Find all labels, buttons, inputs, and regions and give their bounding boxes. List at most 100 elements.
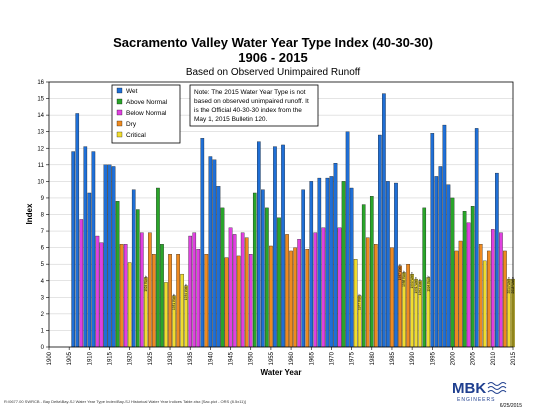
bar-2013: [503, 250, 507, 348]
x-tick-label: 1975: [350, 351, 356, 365]
x-tick-label: 1965: [309, 351, 315, 365]
legend-label: Critical: [126, 132, 146, 139]
bar-1938: [200, 138, 205, 348]
bar-1948: [240, 232, 245, 348]
bar-annotation: 1977 Water: [358, 293, 362, 310]
bar-2002: [458, 240, 463, 348]
x-tick-label: 1905: [67, 351, 73, 365]
bar-1917: [115, 201, 120, 348]
bar-annotation: 2014 Water: [507, 276, 511, 293]
x-tick-label: 2015: [511, 351, 517, 365]
bar-1907: [75, 113, 80, 348]
y-tick-label: 2: [41, 312, 45, 318]
bar-annotation: 1990 Water: [410, 271, 414, 288]
bar-1968: [321, 227, 326, 348]
y-tick-label: 15: [37, 97, 44, 103]
bar-1946: [232, 234, 237, 348]
bar-1908: [79, 219, 84, 348]
y-tick-label: 14: [37, 113, 44, 119]
bar-1982: [378, 134, 382, 348]
chart-subtitle: Based on Observed Unimpaired Runoff: [186, 67, 361, 78]
bar-1952: [257, 141, 261, 348]
bar-1940: [208, 156, 213, 348]
x-tick-label: 1900: [47, 351, 53, 365]
bar-1984: [386, 181, 390, 348]
bar-1950: [248, 254, 253, 348]
bar-1920: [127, 262, 132, 348]
bar-2009: [486, 250, 491, 348]
y-tick-label: 12: [37, 146, 44, 152]
bar-1985: [390, 247, 394, 348]
bar-1981: [374, 244, 378, 348]
bar-1970: [329, 176, 334, 348]
bar-1911: [91, 151, 96, 348]
note-line-2: based on observed unimpaired runoff. It: [194, 98, 309, 105]
y-tick-label: 8: [41, 213, 45, 219]
bar-1957: [277, 217, 281, 348]
bar-2003: [462, 211, 467, 348]
bar-1926: [152, 254, 156, 348]
y-tick-label: 4: [41, 279, 45, 285]
legend-box: [111, 84, 181, 144]
bar-1971: [333, 163, 338, 348]
bar-2008: [482, 260, 487, 348]
bar-1954: [265, 207, 269, 348]
x-tick-label: 1930: [168, 351, 174, 365]
bar-1925: [148, 232, 152, 348]
bar-1949: [244, 237, 249, 348]
x-tick-label: 1950: [249, 351, 255, 365]
x-tick-label: 2000: [450, 351, 456, 365]
bar-1909: [83, 146, 88, 348]
bar-1974: [345, 131, 350, 348]
bar-1922: [135, 209, 140, 348]
bar-1961: [293, 247, 297, 348]
bar-1972: [337, 227, 342, 348]
bar-1956: [273, 146, 277, 348]
bar-1980: [369, 196, 374, 348]
x-tick-label: 2005: [471, 351, 477, 365]
x-tick-label: 1925: [148, 351, 154, 365]
bar-1959: [285, 234, 289, 348]
logo-subtext: ENGINEERS: [457, 397, 495, 403]
x-axis-title: Water Year: [261, 368, 302, 377]
bar-1995: [430, 133, 435, 348]
bar-2004: [466, 222, 471, 348]
bar-2012: [499, 232, 503, 348]
legend-label: Wet: [126, 88, 138, 95]
logo-text: MBK: [452, 380, 486, 397]
x-tick-label: 1970: [329, 351, 335, 365]
legend-label: Dry: [126, 121, 137, 128]
y-tick-label: 11: [38, 163, 45, 169]
x-tick-label: 1935: [188, 351, 194, 365]
bar-1944: [224, 257, 229, 348]
bar-2005: [470, 206, 475, 348]
y-tick-label: 0: [41, 345, 45, 351]
bar-1997: [438, 166, 443, 348]
bar-2007: [478, 244, 483, 348]
bar-1966: [313, 232, 318, 348]
bar-2001: [454, 250, 459, 348]
bar-1913: [99, 242, 104, 348]
y-tick-label: 7: [41, 229, 45, 235]
note-box: [189, 84, 319, 127]
x-tick-label: 1910: [87, 351, 93, 365]
bar-2000: [450, 197, 455, 348]
bar-1916: [111, 166, 116, 348]
bar-1958: [281, 144, 285, 348]
bar-1937: [196, 249, 201, 348]
bar-annotation: 1934 Water: [184, 283, 188, 300]
bar-1942: [216, 186, 221, 348]
bar-1965: [309, 181, 314, 348]
bar-1936: [192, 232, 197, 348]
x-axis: 1900 1905 1910 1915 1920 1925 1930 1935 1940 1945…: [47, 347, 517, 365]
bar-1951: [252, 192, 257, 348]
legend-label: Above Normal: [126, 99, 168, 106]
legend: Wet Above Normal Below Normal Dry Critical: [111, 84, 181, 144]
x-tick-label: 1995: [430, 351, 436, 365]
bar-2011: [495, 172, 499, 348]
bar-1999: [446, 184, 451, 348]
bar-1945: [228, 227, 233, 348]
footer-path: R:\0677.00 SWRCB - Bay Delta\Bay-SJ Wate…: [4, 399, 246, 404]
chart-title: Sacramento Valley Water Year Type Index …: [113, 35, 433, 50]
y-tick-label: 16: [37, 80, 44, 86]
